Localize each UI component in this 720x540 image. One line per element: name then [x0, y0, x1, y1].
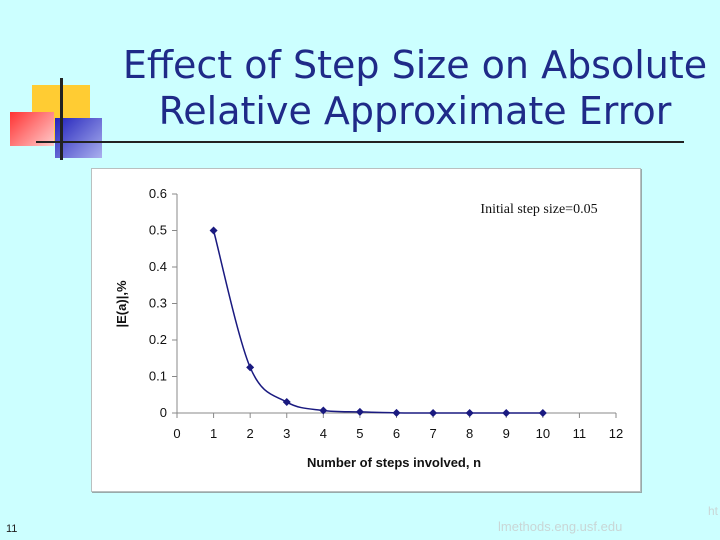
x-tick-label: 1 [210, 426, 217, 441]
y-tick-label: 0.6 [149, 186, 167, 201]
data-point [538, 408, 547, 417]
footer-truncated-text: ht [708, 504, 719, 518]
page-number: 11 [6, 523, 18, 535]
decoration-vertical-line [60, 78, 63, 160]
data-point [502, 408, 511, 417]
data-point [319, 406, 328, 415]
x-axis-label: Number of steps involved, n [307, 455, 481, 470]
data-point [465, 408, 474, 417]
x-tick-label: 9 [503, 426, 510, 441]
x-tick-label: 8 [466, 426, 473, 441]
footer-url: lmethods.eng.usf.edu [498, 519, 623, 534]
slide-title-line-1: Effect of Step Size on Absolute [122, 43, 708, 87]
slide-title-line-2: Relative Approximate Error [158, 89, 672, 133]
x-tick-label: 12 [609, 426, 623, 441]
chart-frame: Initial step size=0.05 Number of steps i… [91, 168, 641, 492]
x-tick-label: 4 [320, 426, 327, 441]
x-tick-label: 6 [393, 426, 400, 441]
x-tick-label: 2 [247, 426, 254, 441]
data-point [392, 408, 401, 417]
series-line [212, 230, 543, 414]
data-point [209, 226, 218, 235]
chart-annotation: Initial step size=0.05 [480, 202, 597, 217]
y-tick-label: 0.3 [149, 296, 167, 311]
x-tick-label: 10 [536, 426, 550, 441]
error-vs-steps-chart: Initial step size=0.05 Number of steps i… [114, 186, 623, 470]
x-tick-label: 7 [429, 426, 436, 441]
decoration-horizontal-line [36, 141, 684, 143]
data-point [429, 408, 438, 417]
y-axis-label: |E(a)|,% [114, 280, 129, 327]
decoration-red-square [10, 112, 54, 146]
data-point [355, 407, 364, 416]
data-point [282, 398, 291, 407]
x-tick-label: 3 [283, 426, 290, 441]
y-tick-label: 0.2 [149, 332, 167, 347]
slide-decoration [0, 0, 684, 165]
x-tick-label: 0 [173, 426, 180, 441]
x-tick-label: 5 [356, 426, 363, 441]
y-tick-label: 0.5 [149, 223, 167, 238]
x-tick-label: 11 [573, 426, 587, 441]
y-tick-label: 0.1 [149, 369, 167, 384]
data-point [246, 363, 255, 372]
y-tick-label: 0.4 [149, 259, 167, 274]
slide-title: Effect of Step Size on Absolute Relative… [110, 42, 720, 134]
y-tick-label: 0 [160, 405, 167, 420]
